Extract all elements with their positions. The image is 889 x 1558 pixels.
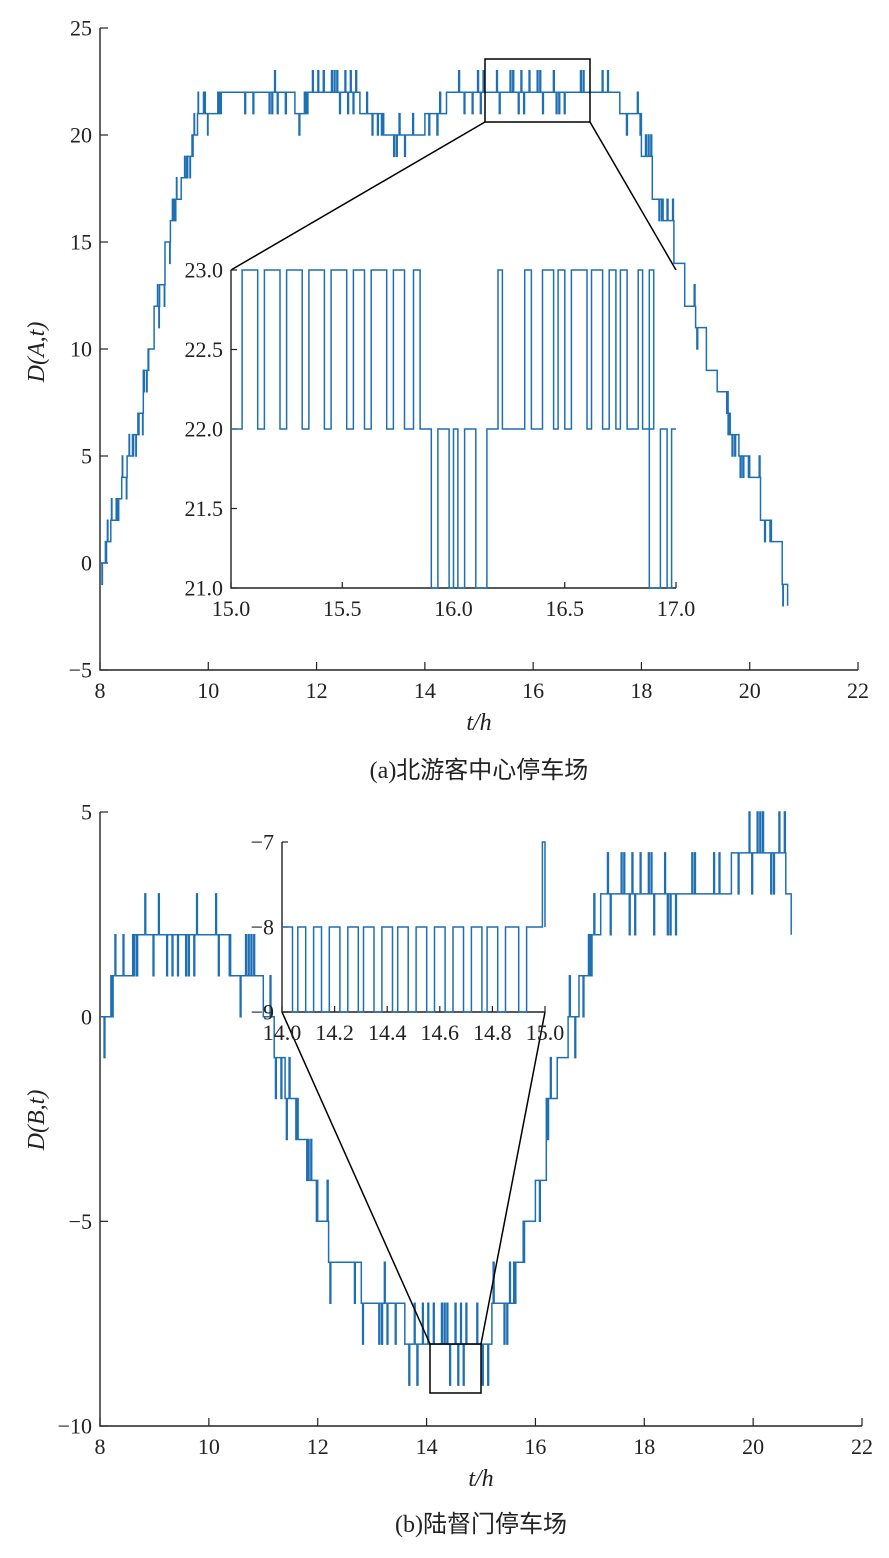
chart-a-inset-x-tick-label: 16.5 [546, 596, 585, 621]
chart-a-inset-x-tick-label: 16.0 [434, 596, 473, 621]
chart-b-inset-y-tick-label: −8 [251, 915, 274, 940]
chart-a-inset-y-tick-label: 22.5 [185, 337, 224, 362]
chart-b-y-tick-label: 0 [81, 1004, 92, 1029]
chart-b-x-tick-label: 22 [851, 1434, 873, 1459]
chart-b-inset-series-line [282, 841, 546, 1013]
chart-a-xlabel: t/h [466, 710, 491, 736]
chart-b-zoom-box [429, 1343, 482, 1394]
chart-a-inset-x-tick-label: 15.0 [212, 596, 251, 621]
chart-a-y-tick-label: 5 [81, 444, 92, 469]
chart-b-x-tick-label: 12 [307, 1434, 329, 1459]
chart-b-xlabel: t/h [468, 1466, 493, 1492]
chart-a-inset-y-tick-label: 21.0 [185, 576, 224, 601]
chart-a-zoom-box [484, 58, 591, 123]
chart-b-inset-background [282, 842, 545, 1012]
chart-a-connector-left [230, 121, 486, 271]
chart-a-inset-y-tick-label: 22.0 [185, 417, 224, 442]
chart-a-y-tick-label: −5 [69, 658, 92, 683]
chart-a-inset-y-ticks: 21.0 21.5 22.0 22.5 23.0 [185, 258, 237, 601]
chart-b-x-tick-label: 18 [633, 1434, 655, 1459]
chart-b-connector-right [480, 1011, 546, 1345]
chart-a-inset-x-ticks: 15.0 15.5 16.0 16.5 17.0 [212, 582, 696, 621]
chart-b-y-tick-label: −5 [69, 1209, 92, 1234]
chart-b-connector-left [281, 1011, 431, 1345]
chart-a-x-tick-label: 22 [847, 678, 869, 703]
chart-a-x-tick-label: 20 [739, 678, 761, 703]
chart-b-inset-x-tick-label: 15.0 [526, 1020, 565, 1045]
chart-b-inset-x-ticks: 14.0 14.2 14.4 14.6 14.8 15.0 [263, 1006, 565, 1045]
chart-b-inset-x-tick-label: 14.6 [421, 1020, 460, 1045]
chart-b-inset-x-tick-label: 14.2 [315, 1020, 354, 1045]
chart-b-inset-x-tick-label: 14.4 [368, 1020, 407, 1045]
chart-b-x-tick-label: 10 [198, 1434, 220, 1459]
chart-a-x-tick-label: 18 [630, 678, 652, 703]
chart-a-y-tick-label: 20 [70, 123, 92, 148]
chart-a-y-tick-label: 0 [81, 551, 92, 576]
chart-b-x-ticks: 8 10 12 14 16 18 20 22 [95, 1418, 873, 1459]
chart-b-inset-y-ticks: −9 −8 −7 [251, 830, 288, 1025]
chart-a-y-tick-label: 10 [70, 337, 92, 362]
chart-b-caption: (b)陆督门停车场 [395, 1511, 567, 1538]
chart-a-series-line [100, 70, 789, 607]
chart-b-y-tick-label: 5 [81, 800, 92, 825]
chart-a-inset-x-tick-label: 15.5 [323, 596, 362, 621]
chart-b-y-tick-label: −10 [58, 1414, 92, 1439]
chart-b-y-ticks: −10 −5 0 5 [58, 800, 108, 1439]
chart-a-inset-x-tick-label: 17.0 [657, 596, 696, 621]
chart-a-x-ticks: 8 10 12 14 16 18 20 22 [95, 662, 869, 703]
chart-a-caption: (a)北游客中心停车场 [370, 757, 589, 784]
chart-a-inset-series-line [231, 269, 676, 589]
chart-b-x-tick-label: 20 [742, 1434, 764, 1459]
chart-a-x-tick-label: 14 [414, 678, 436, 703]
chart-b-inset-y-tick-label: −7 [251, 830, 274, 855]
chart-a-x-tick-label: 8 [95, 678, 106, 703]
chart-b-x-tick-label: 14 [416, 1434, 438, 1459]
chart-b-x-tick-label: 8 [95, 1434, 106, 1459]
chart-a-inset-y-tick-label: 21.5 [185, 496, 224, 521]
chart-a: 8 10 12 14 16 18 20 22 −5 0 5 10 15 20 25 15.0 15.5 16.… [24, 16, 869, 784]
chart-b-inset-x-tick-label: 14.0 [263, 1020, 302, 1045]
chart-a-y-tick-label: 15 [70, 230, 92, 255]
chart-a-inset-y-tick-label: 23.0 [185, 258, 224, 283]
chart-b: 8 10 12 14 16 18 20 22 −10 −5 0 5 14.0 14.2 14.4 14.6… [24, 800, 873, 1538]
chart-b-ylabel: D(B,t) [24, 1090, 50, 1152]
chart-b-inset-y-tick-label: −9 [251, 1000, 274, 1025]
chart-a-ylabel: D(A,t) [24, 322, 50, 384]
chart-a-connector-right [589, 121, 677, 271]
chart-a-x-tick-label: 16 [522, 678, 544, 703]
chart-a-x-tick-label: 10 [197, 678, 219, 703]
chart-a-y-tick-label: 25 [70, 16, 92, 41]
chart-b-inset-x-tick-label: 14.8 [473, 1020, 512, 1045]
chart-a-x-tick-label: 12 [306, 678, 328, 703]
chart-b-x-tick-label: 16 [524, 1434, 546, 1459]
